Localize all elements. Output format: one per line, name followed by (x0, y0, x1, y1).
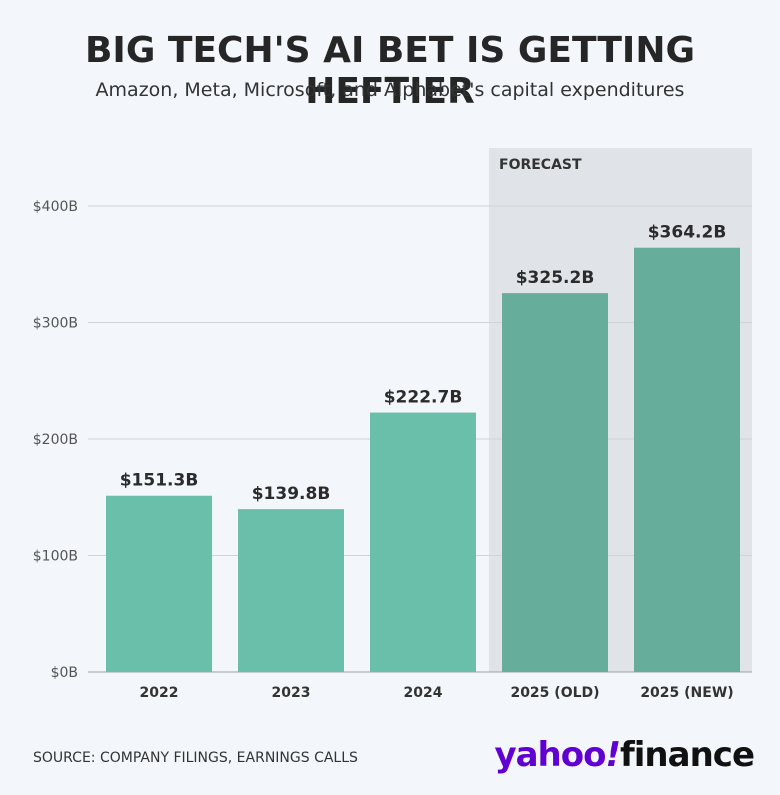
bar-value-label: $151.3B (120, 471, 199, 491)
bar (370, 412, 476, 672)
bar (106, 495, 212, 672)
bar-value-label: $325.2B (516, 268, 595, 288)
bar-value-label: $222.7B (384, 388, 463, 408)
y-tick-label: $300B (33, 316, 78, 332)
y-tick-label: $0B (51, 665, 78, 681)
y-tick-label: $200B (33, 432, 78, 448)
bar-value-label: $364.2B (648, 223, 727, 243)
x-tick-label: 2024 (404, 685, 443, 701)
logo-yahoo: yahoo (494, 735, 606, 775)
yahoo-finance-logo[interactable]: yahoo!finance (494, 735, 755, 775)
y-tick-label: $400B (33, 199, 78, 215)
logo-finance: finance (619, 735, 755, 775)
chart-subtitle: Amazon, Meta, Microsoft, and Alphabet's … (95, 79, 685, 101)
forecast-label: FORECAST (499, 157, 582, 173)
y-tick-label: $100B (33, 549, 78, 565)
bar (634, 247, 740, 672)
x-tick-label: 2025 (OLD) (510, 685, 599, 701)
x-tick-label: 2025 (NEW) (640, 685, 733, 701)
bar-value-label: $139.8B (252, 484, 331, 504)
logo-bang: ! (605, 735, 620, 775)
chart-title: BIG TECH'S AI BET IS GETTING HEFTIER (84, 30, 695, 112)
source-note: SOURCE: COMPANY FILINGS, EARNINGS CALLS (33, 750, 358, 766)
x-tick-label: 2023 (272, 685, 311, 701)
bar (238, 509, 344, 672)
bar-chart: FORECAST $0B $100B $200B $300B $400B $151.3B 20… (33, 148, 752, 701)
x-tick-label: 2022 (140, 685, 179, 701)
bar (502, 293, 608, 672)
